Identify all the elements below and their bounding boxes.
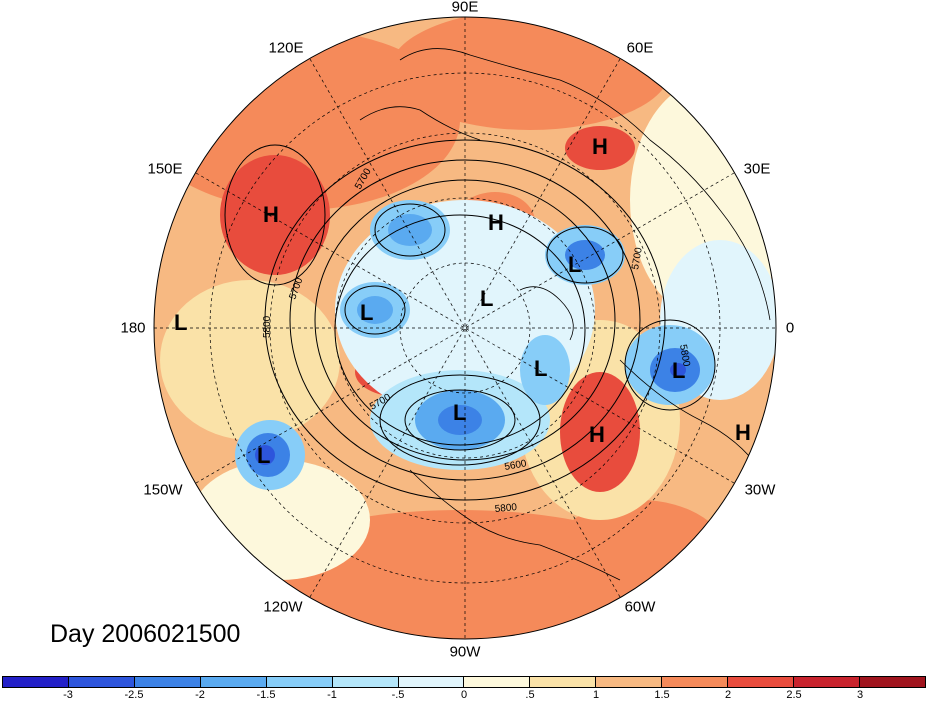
contour-label: 5800 [677, 344, 692, 368]
colorbar-tick-label: 0 [460, 689, 468, 701]
low-pressure-icon: L [453, 400, 466, 425]
colorbar-cell [859, 677, 925, 687]
lon-label-180: 180 [120, 319, 146, 337]
colorbar-cell [662, 677, 729, 687]
colorbar-cell [68, 677, 135, 687]
high-pressure-icon: H [592, 134, 608, 159]
colorbar-tick-label: -2 [195, 689, 205, 701]
colorbar-tick-label: 1 [592, 689, 600, 701]
low-pressure-icon: L [534, 356, 547, 381]
graticule [154, 17, 776, 639]
pressure-markers: H H H L L L L L L L H H L [174, 134, 751, 468]
contour-label: 5800 [262, 315, 273, 338]
lon-label-90w: 90W [449, 643, 481, 661]
contour-label: 5800 [494, 502, 518, 515]
high-pressure-icon: H [488, 210, 504, 235]
lon-label-60w: 60W [624, 598, 656, 616]
map-boundary [153, 16, 777, 640]
contour-label: 5600 [504, 458, 528, 473]
colorbar-cell [200, 677, 267, 687]
colorbar-cell [794, 677, 860, 687]
colorbar-cell [530, 677, 597, 687]
low-pressure-icon: L [360, 300, 373, 325]
colorbar-tick-label: 3 [856, 689, 864, 701]
colorbar-tick-label: 2.5 [786, 689, 802, 701]
high-pressure-icon: H [263, 202, 279, 227]
coastlines [359, 48, 771, 581]
lon-label-120w: 120W [263, 598, 303, 616]
high-pressure-icon: H [735, 420, 751, 445]
lon-label-0: 0 [785, 319, 795, 337]
colorbar-cell [398, 677, 465, 687]
colorbar-cell [596, 677, 663, 687]
colorbar-tick-label: -1.5 [256, 689, 276, 701]
colorbar [2, 676, 926, 688]
colorbar-tick-label: -3 [63, 689, 73, 701]
lon-label-30e: 30E [743, 160, 771, 178]
colorbar-cell [332, 677, 399, 687]
day-label: Day 2006021500 [50, 620, 241, 648]
high-pressure-icon: H [589, 422, 605, 447]
lon-label-60e: 60E [626, 39, 654, 57]
lon-label-90e: 90E [451, 0, 479, 16]
colorbar-cell [134, 677, 201, 687]
lon-label-150w: 150W [143, 481, 183, 499]
low-pressure-icon: L [480, 286, 493, 311]
lon-label-120e: 120E [268, 39, 304, 57]
colorbar-cell [728, 677, 795, 687]
colorbar-tick-label: 2 [724, 689, 732, 701]
low-pressure-icon: L [672, 358, 685, 383]
low-pressure-icon: L [174, 310, 187, 335]
colorbar-tick-label: 1.5 [654, 689, 670, 701]
colorbar-cell [464, 677, 531, 687]
colorbar-tick-label: -.5 [391, 689, 405, 701]
low-pressure-icon: L [568, 252, 581, 277]
colorbar-cell [266, 677, 333, 687]
colorbar-cell [3, 677, 69, 687]
contour-label: 5700 [630, 246, 645, 270]
colorbar-tick-label: -2.5 [124, 689, 144, 701]
colorbar-tick-label: -1 [327, 689, 337, 701]
lon-label-30w: 30W [744, 481, 776, 499]
colorbar-tick-label: .5 [525, 689, 535, 701]
lon-label-150e: 150E [147, 160, 183, 178]
low-pressure-icon: L [257, 443, 270, 468]
